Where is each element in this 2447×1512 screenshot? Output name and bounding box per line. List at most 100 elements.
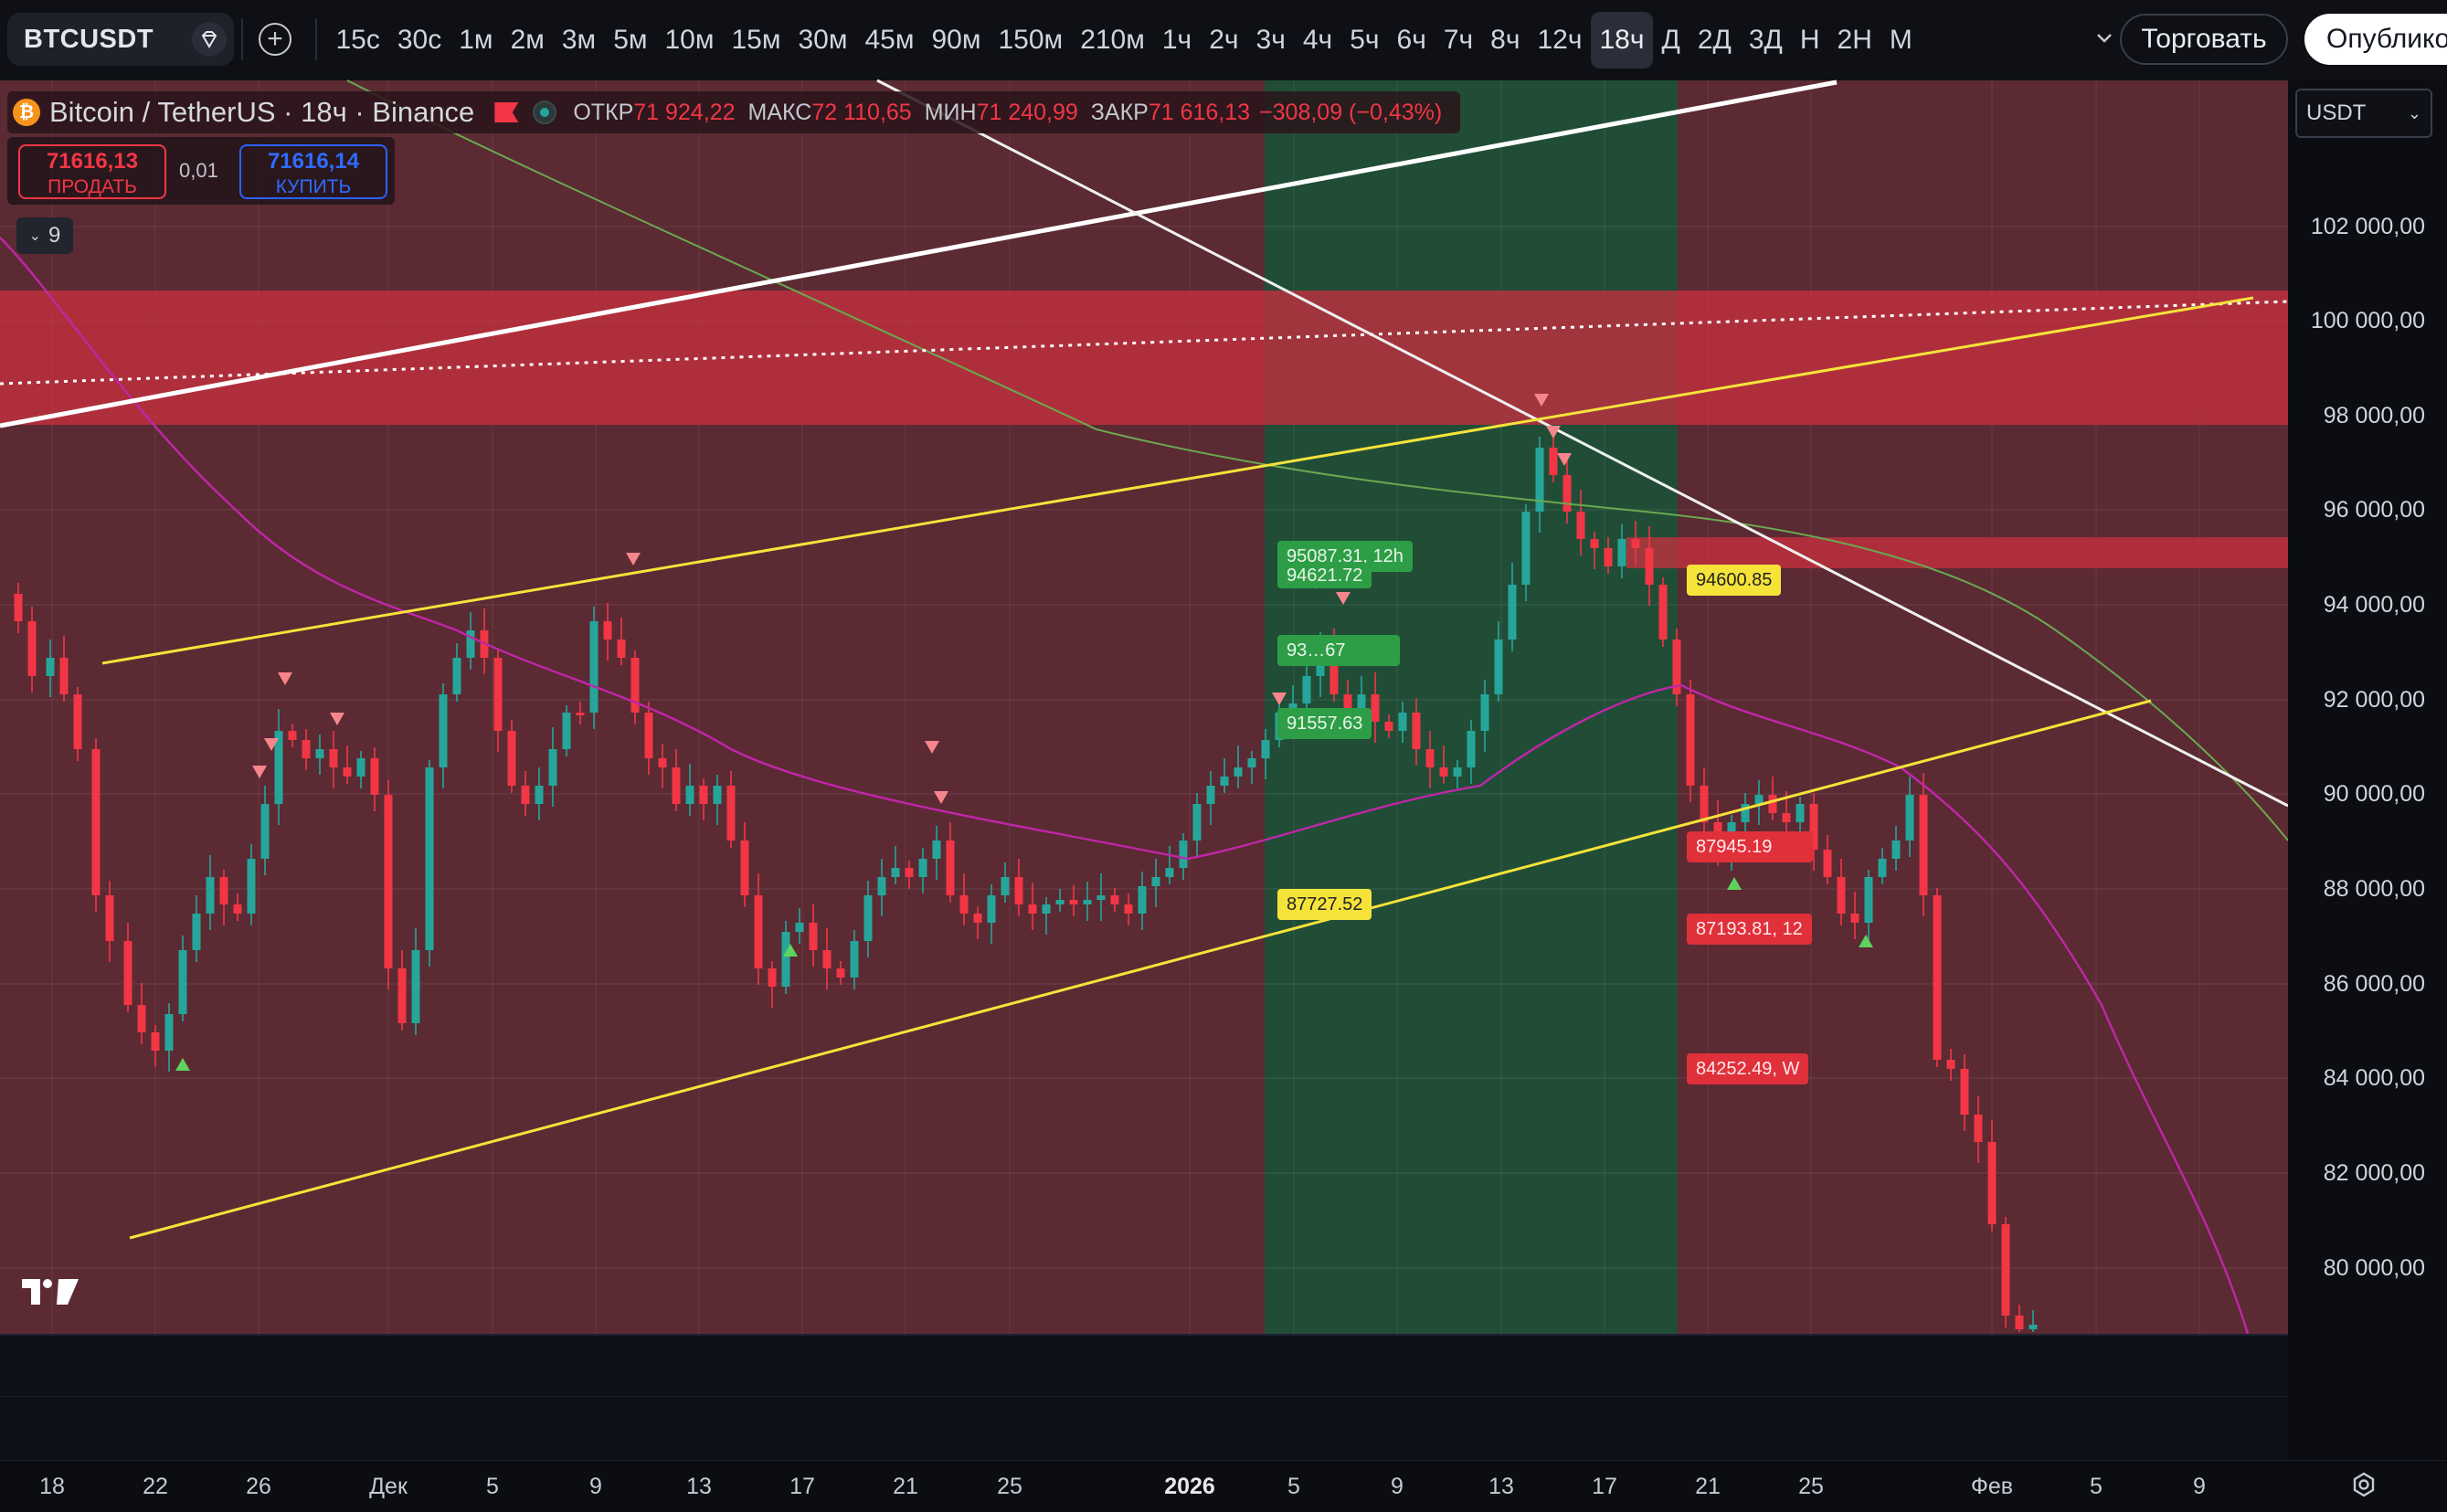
time-label: 2026 [1164,1474,1215,1499]
interval-bar: 15с 30с 1м 2м 3м 5м 10м 15м 30м 45м 90м 150м 210м 1ч 2… [327,0,1921,80]
indicators-toggle[interactable]: ⌄ 9 [16,217,73,254]
pane-gridline [0,1396,2288,1397]
interval-3[interactable]: 2м [510,25,545,55]
candle-up [1138,886,1147,914]
candle-down [809,923,818,950]
candle-up [439,694,448,767]
price-label: 94 000,00 [2323,592,2425,618]
buy-button[interactable]: 71616,14 КУПИТЬ [239,144,387,199]
indicator-pane[interactable] [0,1334,2288,1462]
toolbar-divider [315,18,317,60]
interval-27[interactable]: 2Н [1837,25,1872,55]
candle-up [1165,868,1174,877]
channel-upper-line [101,296,2254,665]
candle-up [1741,804,1750,822]
candle-up [1234,767,1243,777]
time-label: 17 [1592,1474,1617,1499]
green-range-zone [1265,80,1678,1334]
candle-down [1343,694,1352,713]
publish-button[interactable]: Опублико [2304,14,2447,65]
candle-down [14,594,23,621]
sell-signal-marker [1534,394,1549,407]
interval-14[interactable]: 2ч [1209,25,1239,55]
price-scale[interactable]: 102 000,00 100 000,00 98 000,00 96 000,00 94… [2288,80,2447,1334]
time-label: 5 [2090,1474,2103,1499]
legend-title[interactable]: Bitcoin / TetherUS · 18ч · Binance [49,96,475,128]
time-label: 9 [2193,1474,2206,1499]
interval-5[interactable]: 5м [613,25,648,55]
chart-background [0,80,2288,1334]
interval-28[interactable]: М [1889,25,1912,55]
open-label: ОТКР [573,99,634,125]
chevron-down-icon[interactable] [2092,26,2116,49]
market-status-icon[interactable] [533,100,557,124]
interval-0[interactable]: 15с [335,25,380,55]
interval-7[interactable]: 15м [731,25,781,55]
time-axis[interactable]: 18 22 26 Дек 5 9 13 17 21 25 2026 5 9 13 17 21 25 Фев 5 9 [0,1460,2447,1512]
interval-17[interactable]: 5ч [1350,25,1380,55]
interval-23[interactable]: Д [1661,25,1680,55]
symbol-search[interactable]: BTCUSDT [7,13,234,66]
candle-down [973,914,982,923]
interval-4[interactable]: 3м [561,25,597,55]
time-label: 18 [39,1474,65,1499]
sell-signal-marker [1336,592,1351,605]
interval-19[interactable]: 7ч [1443,25,1474,55]
price-tag: 84252.49, W [1687,1053,1809,1084]
interval-9[interactable]: 45м [864,25,915,55]
sell-price: 71616,13 [46,149,139,174]
bitcoin-icon: ₿ [13,99,40,126]
interval-24[interactable]: 2Д [1697,25,1732,55]
candle-up [1398,713,1407,731]
interval-26[interactable]: Н [1799,25,1820,55]
flag-icon[interactable] [494,102,519,122]
candle-down [1974,1115,1983,1142]
candle-up [562,713,571,749]
gear-icon[interactable] [2350,1471,2378,1498]
interval-16[interactable]: 4ч [1302,25,1333,55]
interval-8[interactable]: 30м [798,25,848,55]
sell-signal-marker [264,738,279,751]
interval-12[interactable]: 210м [1080,25,1145,55]
interval-18[interactable]: 6ч [1396,25,1426,55]
candle-up [274,731,283,804]
candle-down [521,786,530,804]
interval-6[interactable]: 10м [664,25,715,55]
candle-down [1933,895,1942,1060]
interval-15[interactable]: 3ч [1255,25,1286,55]
low-label: МИН [924,99,977,125]
channel-lower-line [129,699,2152,1240]
trade-button[interactable]: Торговать [2120,14,2288,65]
interval-11[interactable]: 150м [998,25,1064,55]
candle-down [1549,448,1558,475]
interval-20[interactable]: 8ч [1490,25,1520,55]
interval-25[interactable]: 3Д [1748,25,1783,55]
interval-10[interactable]: 90м [931,25,981,55]
candle-down [1645,548,1654,585]
candle-up [164,1014,174,1051]
interval-2[interactable]: 1м [459,25,493,55]
candle-down [233,904,242,914]
candle-down [658,758,667,767]
candle-down [329,749,338,767]
candle-up [987,895,996,923]
ma-short-line [0,237,2250,1335]
candle-up [247,859,256,914]
candle-down [768,968,777,987]
candle-up [795,923,804,932]
quick-trade-panel: 71616,13 ПРОДАТЬ 0,01 71616,14 КУПИТЬ [7,137,395,205]
sell-button[interactable]: 71616,13 ПРОДАТЬ [18,144,166,199]
candle-up [315,749,324,758]
compare-add-icon[interactable]: + [259,23,291,56]
candle-up [1206,786,1215,804]
candle-down [1768,795,1777,813]
interval-1[interactable]: 30с [397,25,442,55]
time-label: 22 [143,1474,168,1499]
currency-select[interactable]: USDT ⌄ [2295,89,2432,138]
interval-13[interactable]: 1ч [1161,25,1192,55]
diamond-icon[interactable] [192,22,227,57]
interval-21[interactable]: 12ч [1537,25,1583,55]
tradingview-logo-icon[interactable] [20,1275,80,1308]
interval-22[interactable]: 18ч [1591,12,1653,69]
